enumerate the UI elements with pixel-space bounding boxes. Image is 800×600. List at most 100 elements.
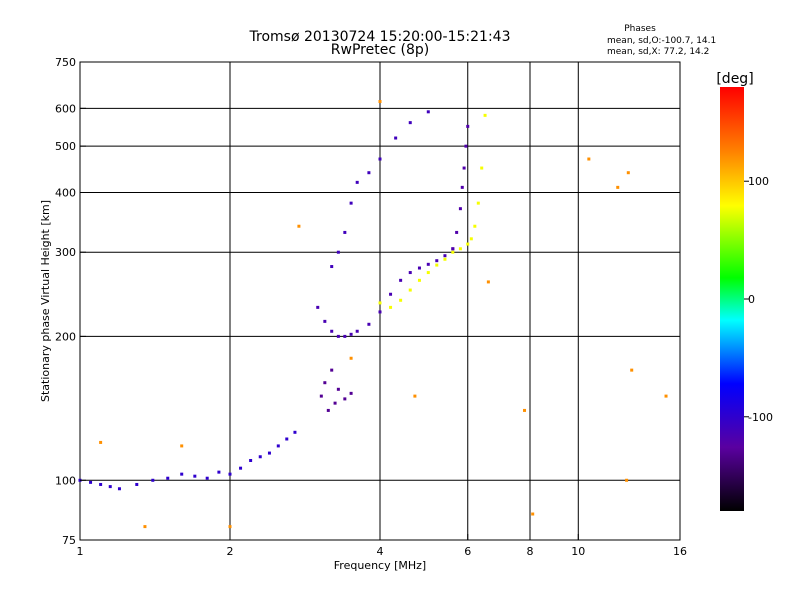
x-axis-ticks: 1 2 4 6 8 10 16: [77, 534, 687, 558]
data-point: [473, 224, 477, 228]
chart-subtitle: RwPretec (8p): [331, 42, 429, 58]
data-point: [323, 381, 327, 385]
colorbar: [720, 87, 744, 511]
data-point: [626, 171, 630, 175]
data-point: [336, 250, 340, 254]
data-point: [285, 437, 289, 441]
y-tick-label: 100: [55, 474, 76, 487]
data-point: [180, 472, 184, 476]
y-tick-label: 600: [55, 102, 76, 115]
data-point: [99, 440, 103, 444]
data-point: [135, 482, 139, 486]
data-point: [367, 322, 371, 326]
data-point: [476, 201, 480, 205]
data-point: [408, 271, 412, 275]
data-point: [180, 444, 184, 448]
data-point: [451, 250, 455, 254]
data-point: [343, 334, 347, 338]
y-tick-label: 75: [62, 534, 76, 547]
data-point: [330, 329, 334, 333]
data-point: [616, 185, 620, 189]
data-point: [399, 278, 403, 282]
data-point: [451, 247, 455, 251]
data-point: [330, 265, 334, 269]
data-point: [228, 525, 232, 529]
data-point: [464, 144, 468, 148]
data-point: [323, 319, 327, 323]
data-point: [443, 257, 447, 261]
grid-lines: [80, 62, 680, 540]
y-tick-label: 300: [55, 246, 76, 259]
data-point: [349, 201, 353, 205]
data-point: [330, 368, 334, 372]
data-point: [205, 476, 209, 480]
data-point: [326, 408, 330, 412]
y-tick-label: 500: [55, 140, 76, 153]
data-point: [426, 271, 430, 275]
x-tick-label: 4: [377, 545, 384, 558]
data-point: [108, 485, 112, 489]
y-axis-ticks: 75 100 200 300 400 500 600 750: [55, 56, 86, 547]
data-point: [389, 305, 393, 309]
data-point: [333, 401, 337, 405]
x-axis-label: Frequency [MHz]: [334, 559, 426, 572]
data-point: [166, 476, 170, 480]
data-point: [466, 124, 470, 128]
data-point: [349, 391, 353, 395]
data-point: [336, 387, 340, 391]
data-point: [249, 458, 253, 462]
data-point: [480, 166, 484, 170]
data-point: [293, 430, 297, 434]
data-point: [413, 394, 417, 398]
colorbar-tick-label: 0: [748, 293, 755, 306]
data-point: [458, 207, 462, 211]
data-point: [455, 230, 459, 234]
x-tick-label: 10: [571, 545, 585, 558]
data-point: [435, 263, 439, 267]
data-point: [258, 455, 262, 459]
data-point: [443, 254, 447, 258]
data-point: [316, 305, 320, 309]
data-point: [630, 368, 634, 372]
data-point: [523, 408, 527, 412]
data-point: [486, 280, 490, 284]
data-point: [426, 110, 430, 114]
stats-x-mode: mean, sd,X: 77.2, 14.2: [607, 47, 709, 57]
data-point: [408, 121, 412, 125]
data-point: [297, 224, 301, 228]
data-point: [417, 266, 421, 270]
data-point: [239, 466, 243, 470]
data-point: [217, 470, 221, 474]
data-point: [355, 329, 359, 333]
data-point: [394, 136, 398, 140]
data-point: [267, 451, 271, 455]
colorbar-ticks: 100 0 -100: [744, 175, 773, 424]
data-point: [367, 171, 371, 175]
data-point: [355, 180, 359, 184]
data-points: [78, 100, 668, 529]
data-point: [336, 334, 340, 338]
x-tick-label: 16: [673, 545, 687, 558]
chart-title: Tromsø 20130724 15:20:00-15:21:43: [249, 29, 511, 45]
data-point: [349, 356, 353, 360]
colorbar-tick-label: 100: [748, 175, 769, 188]
data-point: [89, 480, 93, 484]
data-point: [343, 397, 347, 401]
data-point: [587, 157, 591, 161]
data-point: [99, 482, 103, 486]
data-point: [389, 292, 393, 296]
colorbar-tick-label: -100: [748, 411, 773, 424]
data-point: [378, 157, 382, 161]
data-point: [399, 298, 403, 302]
stats-heading: Phases: [624, 24, 656, 34]
data-point: [378, 100, 382, 104]
data-point: [378, 301, 382, 305]
x-tick-label: 8: [527, 545, 534, 558]
data-point: [228, 472, 232, 476]
y-axis-label: Stationary phase Virtual Height [km]: [39, 200, 52, 402]
data-point: [531, 512, 535, 516]
data-point: [426, 262, 430, 266]
data-point: [117, 487, 121, 491]
data-point: [435, 259, 439, 263]
